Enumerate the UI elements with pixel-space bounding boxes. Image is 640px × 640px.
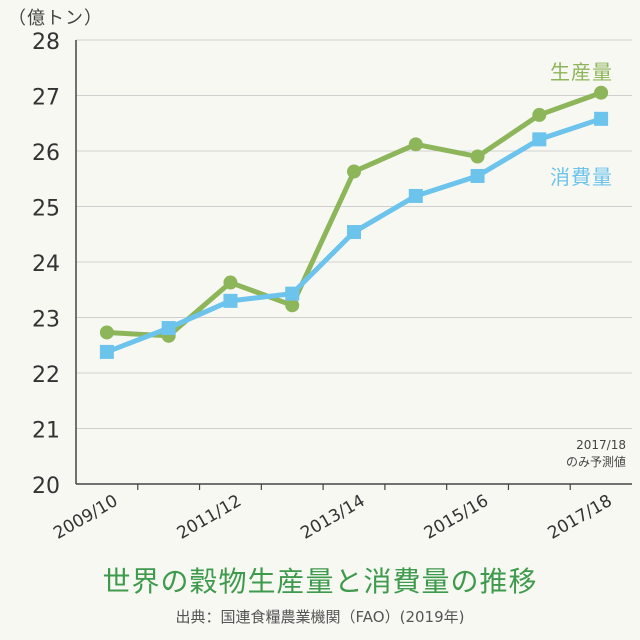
production-point [347,165,361,179]
production-point [409,137,423,151]
forecast-note-line-1: 2017/18 [566,437,626,454]
y-tick-label: 20 [32,474,60,499]
forecast-note-line-2: のみ予測値 [566,454,626,471]
production-series-line [107,93,601,336]
chart-title: 世界の穀物生産量と消費量の推移 [0,560,640,600]
source-caption: 出典：国連食糧農業機関（FAO）(2019年) [0,606,640,627]
consumption-point [223,294,237,308]
x-tick-label: 2009/10 [50,491,121,544]
x-tick-label: 2011/12 [174,491,245,544]
consumption-point [409,189,423,203]
production-point [223,276,237,290]
x-tick-label: 2013/14 [297,491,368,544]
y-tick-label: 23 [32,308,60,333]
consumption-point [100,345,114,359]
consumption-point [532,132,546,146]
consumption-point [594,112,608,126]
consumption-point [285,287,299,301]
legend-label-consumption: 消費量 [550,161,613,190]
y-tick-label: 22 [32,363,60,388]
x-tick-label: 2015/16 [421,491,492,544]
y-tick-label: 26 [32,141,60,166]
y-tick-label: 25 [32,197,60,222]
production-point [471,150,485,164]
y-tick-label: 28 [32,30,60,55]
production-point [100,325,114,339]
consumption-point [347,225,361,239]
consumption-point [162,321,176,335]
legend-label-production: 生産量 [550,56,613,85]
production-point [532,108,546,122]
production-point [594,86,608,100]
consumption-point [471,169,485,183]
forecast-note: 2017/18 のみ予測値 [566,437,626,471]
x-tick-label: 2017/18 [544,491,615,544]
y-tick-label: 24 [32,252,60,277]
y-tick-label: 21 [32,419,60,444]
y-tick-label: 27 [32,86,60,111]
